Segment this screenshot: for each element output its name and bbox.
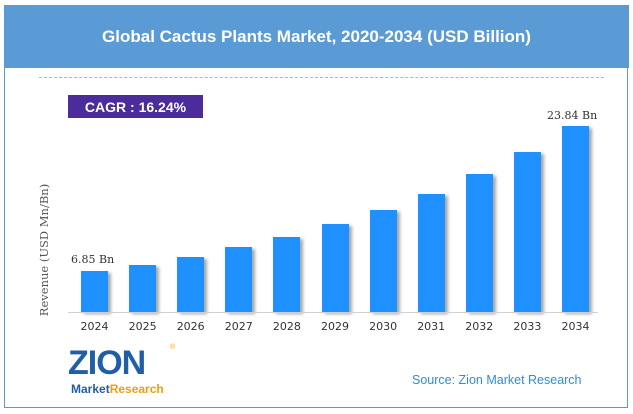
x-tick-label: 2028 — [272, 320, 301, 333]
bar-2025 — [129, 265, 157, 312]
zion-logo: ZION ® MarketResearch — [68, 344, 176, 398]
bar-2030 — [369, 210, 397, 312]
bar-2032 — [465, 173, 493, 312]
chart-title: Global Cactus Plants Market, 2020-2034 (… — [4, 5, 629, 68]
logo-subtitle: MarketResearch — [71, 382, 164, 396]
x-tick-label: 2027 — [224, 320, 253, 333]
bar-2034 — [562, 126, 589, 312]
registered-mark: ® — [170, 344, 176, 351]
bar-2029 — [321, 223, 349, 312]
x-tick-label: 2030 — [369, 320, 398, 333]
source-note: Source: Zion Market Research — [412, 373, 582, 387]
bar-2028 — [273, 237, 301, 312]
chart-frame — [4, 5, 628, 408]
bar-2027 — [225, 247, 253, 312]
bar-2031 — [417, 194, 445, 312]
y-axis-label: Revenue (USD Mn/Bn) — [37, 183, 51, 317]
bar-2026 — [177, 257, 205, 312]
cagr-badge: CAGR : 16.24% — [68, 95, 203, 118]
x-tick-label: 2033 — [513, 320, 542, 333]
value-label-2034: 23.84 Bn — [547, 109, 598, 122]
x-tick-label: 2031 — [417, 320, 446, 333]
value-label-2024: 6.85 Bn — [71, 253, 115, 266]
x-tick-label: 2032 — [465, 320, 494, 333]
bar-2033 — [513, 152, 541, 312]
x-tick-label: 2025 — [128, 320, 157, 333]
bar-2024 — [81, 271, 108, 312]
x-tick-label: 2026 — [176, 320, 205, 333]
logo-wordmark: ZION — [68, 344, 146, 382]
x-axis-line — [68, 312, 598, 313]
x-tick-label: 2024 — [80, 320, 109, 333]
x-tick-label: 2034 — [561, 320, 590, 333]
x-tick-label: 2029 — [321, 320, 349, 333]
dashed-divider — [39, 77, 604, 78]
